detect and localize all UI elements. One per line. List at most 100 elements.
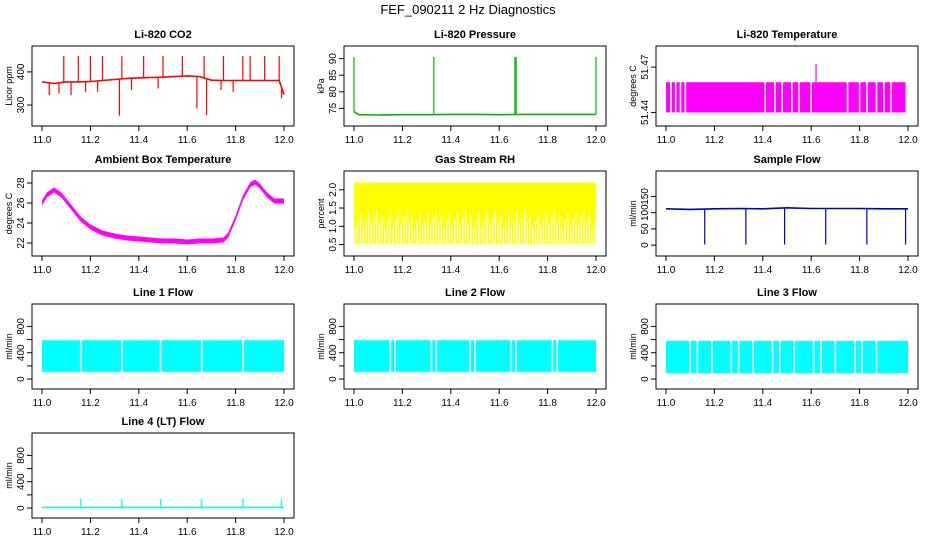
x-tick-label: 11.2 xyxy=(705,265,724,276)
data-gap xyxy=(711,339,713,375)
x-tick-label: 11.4 xyxy=(129,527,148,538)
y-axis-label: degrees C xyxy=(4,192,14,234)
y-tick-label: 0 xyxy=(640,376,651,382)
x-tick-label: 11.2 xyxy=(705,398,724,409)
data-gap xyxy=(121,339,123,373)
x-tick-label: 11.6 xyxy=(490,265,509,276)
x-tick-label: 11.0 xyxy=(345,265,364,276)
x-tick-label: 11.2 xyxy=(81,398,100,409)
x-tick-label: 11.6 xyxy=(490,398,509,409)
data-fringe xyxy=(588,215,590,245)
y-tick-label: 0.5 xyxy=(328,237,339,251)
x-tick-label: 11.8 xyxy=(850,398,869,409)
x-tick-label: 12.0 xyxy=(898,135,918,146)
data-fringe xyxy=(430,224,432,245)
panel-1: Li-820 Pressure kPa 11.0 11.2 11.4 11.6 11.8 12… xyxy=(316,29,607,146)
x-tick-label: 12.0 xyxy=(898,265,918,276)
data-gap xyxy=(200,339,203,373)
panel-0: Li-820 CO2 Licor ppm 11.0 11.2 11.4 11.6 11.8 1… xyxy=(4,29,295,146)
y-tick-label: 400 xyxy=(328,344,339,361)
data-fringe xyxy=(373,217,375,245)
x-tick-label: 12.0 xyxy=(274,265,294,276)
data-fringe xyxy=(403,217,405,245)
panel-3: Ambient Box Temperature degrees C 11.0 11.2… xyxy=(4,154,295,276)
x-tick-label: 12.0 xyxy=(274,527,294,538)
x-tick-label: 11.2 xyxy=(81,135,100,146)
data-series xyxy=(353,111,596,116)
data-fringe xyxy=(475,220,477,245)
data-gap xyxy=(798,81,800,114)
data-gap xyxy=(774,81,776,114)
data-gap xyxy=(79,339,82,373)
data-gap xyxy=(430,339,433,373)
data-fringe xyxy=(548,224,550,245)
x-tick-label: 11.6 xyxy=(802,265,821,276)
x-tick-label: 11.4 xyxy=(129,398,148,409)
panel-2: Li-820 Temperature degrees C 11.0 11.2 11.4 1… xyxy=(628,29,919,146)
y-tick-label: 2.0 xyxy=(328,182,339,196)
data-fringe xyxy=(542,219,545,245)
panel-frame xyxy=(343,45,607,127)
data-series xyxy=(42,179,284,245)
data-gap xyxy=(764,81,767,114)
data-fringe xyxy=(585,222,588,245)
x-tick-label: 11.0 xyxy=(657,265,676,276)
data-gap xyxy=(890,81,892,114)
data-fringe xyxy=(569,226,572,245)
data-gap xyxy=(778,339,781,375)
y-tick-label: 24 xyxy=(16,217,27,229)
data-gap xyxy=(771,339,774,375)
y-tick-label: 1.0 xyxy=(328,219,339,233)
x-tick-label: 11.0 xyxy=(345,135,364,146)
y-axis-label: ml/min xyxy=(316,333,326,360)
panel-title: Line 4 (LT) Flow xyxy=(122,416,205,428)
data-fringe xyxy=(489,224,491,245)
panel-title: Sample Flow xyxy=(753,154,821,166)
data-gap xyxy=(875,339,878,375)
data-gap xyxy=(730,339,733,375)
y-axis-label: degrees C xyxy=(628,65,638,107)
data-band xyxy=(666,82,906,113)
panel-frame xyxy=(655,303,919,390)
data-fringe xyxy=(408,222,410,245)
x-tick-label: 11.2 xyxy=(393,398,412,409)
data-gap xyxy=(551,339,554,373)
data-gap xyxy=(474,339,476,373)
data-gap xyxy=(684,81,687,114)
y-tick-label: 0 xyxy=(640,242,651,248)
y-tick-label: 400 xyxy=(16,473,27,490)
data-gap xyxy=(679,81,682,114)
data-fringe xyxy=(451,226,453,245)
data-fringe xyxy=(440,215,442,245)
data-gap xyxy=(820,339,822,375)
data-gap xyxy=(435,339,438,373)
data-gap xyxy=(242,339,244,373)
x-tick-label: 11.8 xyxy=(226,265,245,276)
y-tick-label: 800 xyxy=(16,447,27,464)
x-tick-label: 11.8 xyxy=(850,265,869,276)
data-fringe xyxy=(534,220,537,245)
x-tick-label: 11.0 xyxy=(33,265,52,276)
x-tick-label: 11.0 xyxy=(33,398,52,409)
x-tick-label: 11.8 xyxy=(226,135,245,146)
y-tick-label: 0 xyxy=(16,376,27,382)
data-fringe xyxy=(400,224,402,245)
panel-frame xyxy=(31,170,295,257)
data-band xyxy=(354,182,596,245)
x-tick-label: 12.0 xyxy=(898,398,918,409)
panel-6: Line 1 Flow ml/min 11.0 11.2 11.4 11.6 11.8 12.… xyxy=(4,287,295,409)
data-fringe xyxy=(594,220,596,245)
panel-8: Line 3 Flow ml/min 11.0 11.2 11.4 11.6 11.8 12.… xyxy=(628,287,919,409)
data-fringe xyxy=(575,211,577,245)
data-gap xyxy=(737,339,740,375)
data-gap xyxy=(883,81,885,114)
y-tick-label: 400 xyxy=(16,344,27,361)
data-gap xyxy=(866,81,868,114)
data-fringe xyxy=(462,217,464,245)
data-gap xyxy=(670,81,672,114)
data-fringe xyxy=(365,219,367,245)
data-fringe xyxy=(473,228,475,245)
data-gap xyxy=(834,339,837,375)
y-tick-label: 26 xyxy=(16,197,27,209)
